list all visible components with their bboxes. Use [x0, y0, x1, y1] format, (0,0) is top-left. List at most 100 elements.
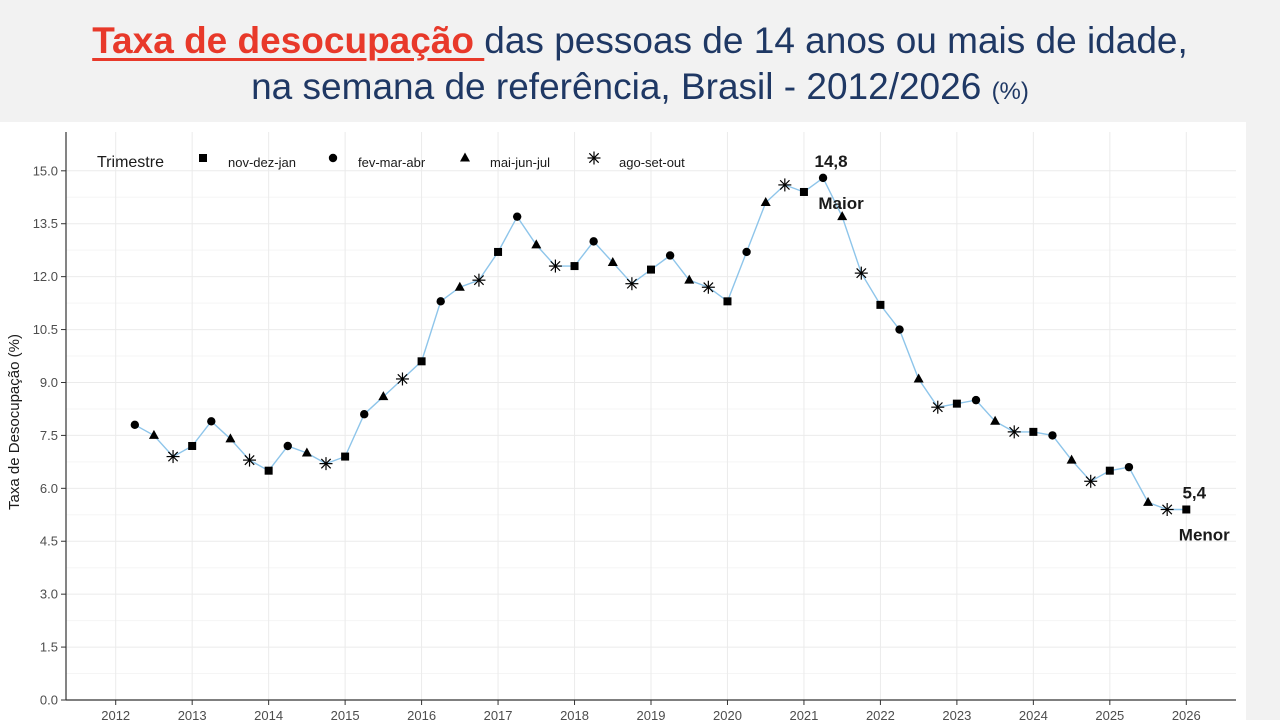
data-point-asterisk — [243, 453, 257, 467]
data-markers — [130, 173, 1191, 516]
data-point-square — [417, 357, 426, 366]
legend-entry-label: nov-dez-jan — [228, 155, 296, 170]
data-point-triangle — [990, 415, 1001, 425]
title-unit: (%) — [991, 78, 1029, 105]
data-point-triangle — [1066, 454, 1077, 464]
x-tick-label: 2017 — [484, 708, 513, 720]
data-point-asterisk — [1007, 425, 1021, 439]
data-point-asterisk — [548, 259, 562, 273]
legend: Trimestre nov-dez-jan fev-mar-abr mai-jun-j… — [97, 151, 685, 171]
y-tick-label: 12.0 — [33, 269, 58, 284]
x-tick-label: 2024 — [1019, 708, 1048, 720]
x-tick-label: 2012 — [101, 708, 130, 720]
x-tick-label: 2013 — [178, 708, 207, 720]
x-tick-label: 2018 — [560, 708, 589, 720]
y-axis-label: Taxa de Desocupação (%) — [6, 334, 23, 510]
data-point-circle — [360, 410, 369, 419]
series-polyline — [134, 176, 1187, 511]
legend-entry-label: ago-set-out — [619, 155, 685, 170]
annotation-value: 14,8 — [815, 152, 848, 171]
y-tick-label: 10.5 — [33, 322, 58, 337]
data-point-circle — [742, 247, 751, 257]
data-point-asterisk — [319, 457, 333, 471]
data-point-triangle — [760, 197, 771, 207]
x-tick-label: 2015 — [331, 708, 360, 720]
line-chart: 0.0 1.5 3.0 4.5 6.0 7.5 9.0 10.5 12.0 13.5 15.0 201… — [6, 132, 1236, 720]
data-point-square — [570, 262, 579, 271]
data-point-triangle — [913, 373, 924, 383]
axes: 0.0 1.5 3.0 4.5 6.0 7.5 9.0 10.5 12.0 13.5 15.0 201… — [33, 132, 1236, 720]
data-point-circle — [283, 441, 292, 451]
y-tick-label: 15.0 — [33, 163, 58, 178]
data-point-square — [876, 300, 885, 309]
y-tick-label: 9.0 — [40, 375, 58, 390]
x-tick-label: 2014 — [254, 708, 283, 720]
data-point-square — [494, 247, 503, 256]
x-tick-label: 2023 — [942, 708, 971, 720]
data-point-asterisk — [625, 277, 639, 291]
data-point-circle — [818, 173, 828, 183]
data-point-triangle — [225, 433, 236, 443]
legend-marker-triangle — [460, 152, 470, 162]
data-point-asterisk — [472, 273, 486, 287]
data-point-asterisk — [778, 178, 792, 192]
title-line-2-text: na semana de referência, Brasil - 2012/2… — [251, 66, 992, 107]
y-tick-label: 13.5 — [33, 216, 58, 231]
annotations: 14,8 Maior 5,4 Menor — [815, 152, 1231, 545]
data-point-circle — [436, 297, 445, 306]
y-tick-label: 1.5 — [40, 640, 58, 655]
legend-marker-asterisk — [587, 151, 601, 165]
data-point-circle — [207, 417, 216, 426]
data-point-circle — [512, 212, 522, 221]
x-tick-label: 2025 — [1095, 708, 1124, 720]
data-point-asterisk — [854, 266, 868, 280]
data-point-square — [264, 466, 273, 475]
title-line-1-rest: das pessoas de 14 anos ou mais de idade, — [484, 20, 1188, 61]
legend-entry-label: fev-mar-abr — [358, 155, 426, 170]
data-point-triangle — [148, 429, 159, 439]
data-point-triangle — [301, 447, 312, 457]
data-point-circle — [895, 325, 904, 334]
data-point-triangle — [454, 281, 465, 291]
y-tick-label: 7.5 — [40, 428, 58, 443]
y-tick-label: 6.0 — [40, 481, 58, 496]
data-point-square — [1105, 466, 1114, 475]
data-point-asterisk — [931, 400, 945, 414]
y-tick-label: 4.5 — [40, 534, 58, 549]
x-tick-label: 2021 — [789, 708, 818, 720]
data-point-triangle — [1143, 496, 1154, 506]
data-point-square — [341, 452, 350, 461]
data-point-asterisk — [395, 372, 409, 386]
grid — [66, 132, 1236, 701]
x-tick-label: 2019 — [637, 708, 666, 720]
data-point-triangle — [607, 257, 618, 267]
data-point-circle — [971, 395, 981, 405]
annotation-value: 5,4 — [1182, 483, 1206, 502]
data-point-asterisk — [166, 450, 180, 464]
data-point-asterisk — [1160, 502, 1174, 516]
x-tick-label: 2020 — [713, 708, 742, 720]
annotation-label: Menor — [1179, 525, 1230, 544]
legend-marker-square — [199, 154, 207, 162]
data-point-square — [1182, 505, 1191, 514]
chart-title: Taxa de desocupação das pessoas de 14 an… — [0, 18, 1280, 115]
x-tick-label: 2026 — [1172, 708, 1201, 720]
data-point-square — [1029, 427, 1038, 436]
data-point-asterisk — [701, 280, 715, 294]
data-point-square — [799, 187, 808, 196]
x-tick-label: 2022 — [866, 708, 895, 720]
data-point-circle — [1124, 462, 1134, 472]
data-point-circle — [1048, 431, 1057, 440]
data-point-circle — [665, 251, 675, 260]
data-point-square — [647, 265, 655, 274]
data-point-circle — [130, 420, 140, 430]
title-highlight: Taxa de desocupação — [92, 20, 485, 61]
y-tick-label: 0.0 — [40, 693, 58, 708]
legend-marker-circle — [328, 153, 338, 163]
chart-panel: 0.0 1.5 3.0 4.5 6.0 7.5 9.0 10.5 12.0 13.5 15.0 201… — [0, 122, 1246, 720]
data-point-triangle — [531, 239, 542, 249]
series-line — [134, 176, 1187, 511]
legend-title: Trimestre — [97, 154, 164, 171]
data-point-square — [723, 297, 732, 306]
data-point-asterisk — [1084, 474, 1098, 488]
